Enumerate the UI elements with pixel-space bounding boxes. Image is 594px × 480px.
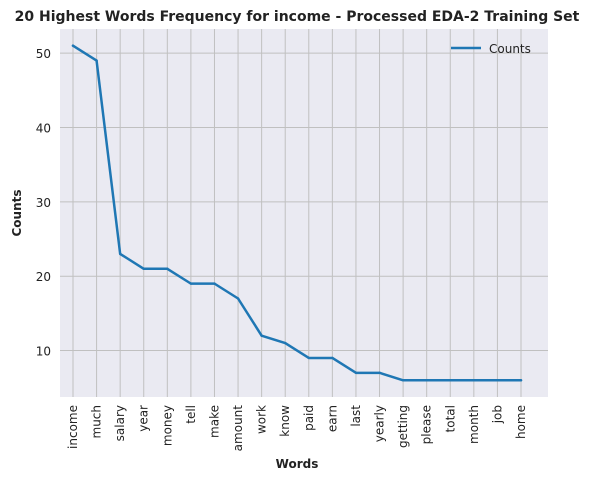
legend: Counts <box>451 42 531 56</box>
y-tick-label: 30 <box>36 196 51 210</box>
y-tick-label: 50 <box>36 47 51 61</box>
data-point <box>401 379 405 382</box>
x-tick-label: make <box>207 405 221 438</box>
x-tick-label: know <box>278 405 292 437</box>
data-point <box>496 379 499 382</box>
x-tick-label: last <box>349 405 363 427</box>
data-point <box>189 282 193 285</box>
x-tick-label: work <box>255 405 269 434</box>
x-tick-label: please <box>420 405 434 444</box>
data-point <box>213 282 216 285</box>
x-tick-label: total <box>443 405 457 432</box>
x-tick-label: job <box>490 405 504 424</box>
grid-lines <box>60 29 548 397</box>
x-tick-label: tell <box>184 405 198 424</box>
data-point <box>354 371 358 375</box>
data-point <box>449 379 452 382</box>
y-tick-label: 40 <box>36 122 51 136</box>
x-tick-label: earn <box>325 405 339 432</box>
series-layer <box>71 44 523 382</box>
data-point <box>284 341 287 345</box>
data-point <box>472 379 476 382</box>
data-point <box>378 371 381 375</box>
x-tick-label: amount <box>231 405 245 452</box>
data-point <box>236 297 240 300</box>
x-tick-label: income <box>66 405 80 449</box>
data-point <box>71 44 75 47</box>
data-point <box>519 379 523 382</box>
data-point <box>307 356 310 360</box>
x-tick-label: salary <box>113 405 127 441</box>
x-tick-label: paid <box>302 405 316 431</box>
data-point <box>166 267 169 270</box>
data-point <box>425 379 428 382</box>
y-tick-label: 20 <box>36 270 51 284</box>
series-line-counts <box>71 44 523 382</box>
x-tick-label: much <box>90 405 104 439</box>
legend-label-counts: Counts <box>489 42 531 56</box>
chart-title: 20 Highest Words Frequency for income - … <box>14 9 580 25</box>
x-tick-label: yearly <box>373 405 387 442</box>
data-point <box>95 59 98 62</box>
y-tick-labels: 10 20 30 40 50 <box>36 47 51 358</box>
y-axis-label: Counts <box>10 189 24 236</box>
y-tick-label: 10 <box>36 345 51 359</box>
x-axis-label: Words <box>276 457 319 471</box>
x-tick-label: money <box>160 405 174 446</box>
data-point <box>118 252 122 256</box>
x-tick-label: getting <box>396 405 410 448</box>
plot-area <box>60 29 548 397</box>
data-point <box>331 356 334 360</box>
x-tick-label: year <box>137 405 151 432</box>
x-tick-label: month <box>467 405 481 444</box>
x-tick-labels: income much salary year money tell make amount w… <box>66 405 528 452</box>
data-point <box>260 334 263 337</box>
x-tick-label: home <box>514 405 528 439</box>
data-point <box>142 267 145 270</box>
